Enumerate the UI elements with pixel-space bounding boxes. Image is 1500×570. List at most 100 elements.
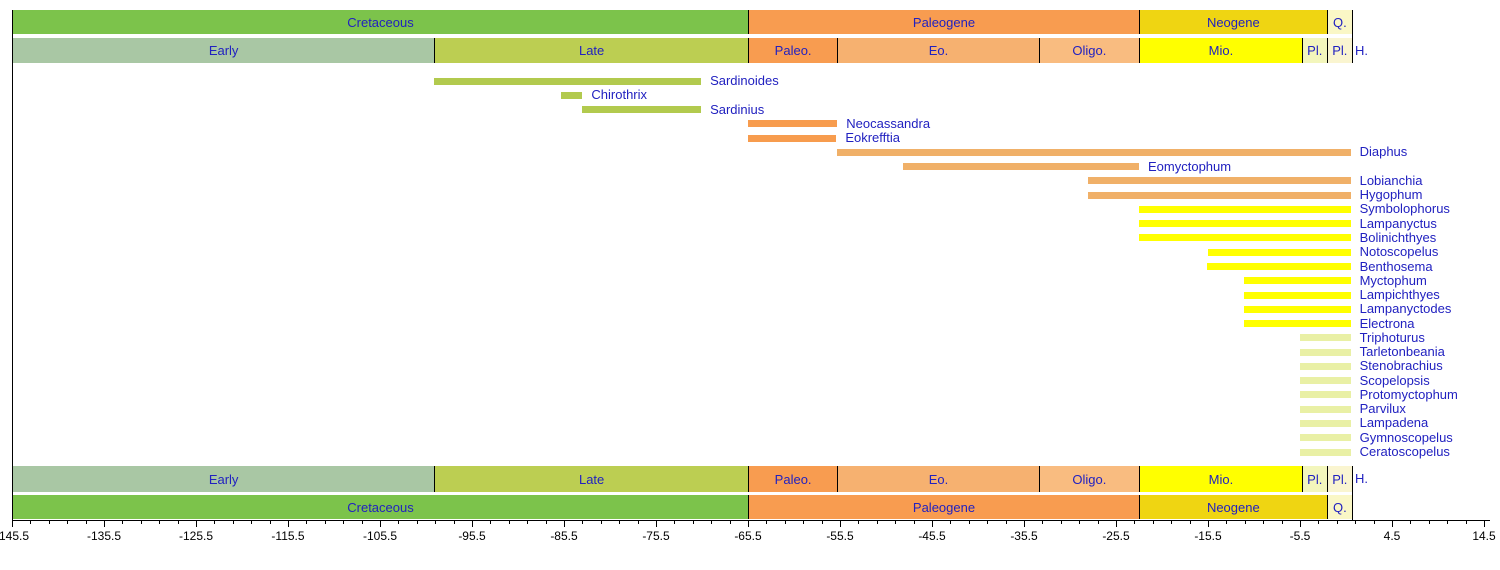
minor-tick [950,520,952,524]
minor-tick [251,520,253,524]
taxon-label: Stenobrachius [1359,358,1443,374]
taxon-label: Chirothrix [591,87,648,103]
minor-tick [508,520,510,524]
taxon-label: Sardinoides [710,73,779,88]
taxon-bar [1300,405,1351,413]
minor-tick [269,520,271,524]
minor-tick [1281,520,1283,524]
taxon-label: Hygophum [1359,187,1423,203]
taxon-bar [1139,234,1351,242]
minor-tick [711,520,713,524]
taxon-bar [748,134,837,142]
taxon-label: Neocassandra [846,115,931,131]
minor-tick [1079,520,1081,524]
minor-tick [1097,520,1099,524]
minor-tick [1152,520,1154,524]
period-segment: Neogene [1139,495,1327,519]
epoch-segment: Oligo. [1038,466,1139,492]
taxon-label: Bolinichthyes [1359,229,1437,245]
taxon-label: Symbolophorus [1359,201,1450,217]
taxon-bar [1243,320,1351,328]
taxon-label: Sardinius [710,101,765,117]
taxon-label: Scopelopsis [1359,372,1430,388]
minor-tick [858,520,860,524]
minor-tick [784,520,786,524]
right-frame-line-top [1352,10,1353,63]
minor-tick [490,520,492,524]
taxon-label: Tarletonbeania [1359,344,1445,360]
tick-label: 14.5 [1472,529,1496,543]
taxon-label: Lampanyctus [1359,215,1437,231]
minor-tick [1263,520,1265,524]
major-tick [472,520,473,527]
minor-tick [1060,520,1062,524]
taxon-label: Notoscopelus [1359,244,1439,260]
major-tick [1300,520,1301,527]
minor-tick [545,520,547,524]
period-segment: Neogene [1139,10,1327,34]
tick-label: 4.5 [1383,529,1401,543]
taxon-bar [1300,391,1351,399]
taxon-bar [1300,419,1351,427]
minor-tick [214,520,216,524]
taxon-bar [1300,448,1351,456]
taxon-bar [1300,434,1351,442]
minor-tick [177,520,179,524]
taxon-label: Lobianchia [1359,172,1423,188]
taxon-bar [1300,377,1351,385]
tick-label: -25.5 [1102,529,1130,543]
minor-tick [895,520,897,524]
taxon-bar [1300,334,1351,342]
major-tick [1024,520,1025,527]
minor-tick [582,520,584,524]
minor-tick [968,520,970,524]
minor-tick [361,520,363,524]
major-tick [1208,520,1209,527]
epoch-segment: Eo. [837,38,1039,63]
minor-tick [1428,520,1430,524]
taxon-bar [434,77,702,85]
period-segment: Q. [1326,495,1352,519]
major-tick [656,520,657,527]
epoch-segment: Eo. [837,466,1039,492]
taxon-bar [1208,248,1351,256]
minor-tick [1005,520,1007,524]
taxon-bar [1139,220,1351,228]
taxon-label: Myctophum [1359,272,1427,288]
tick-label: -75.5 [642,529,670,543]
major-tick [1392,520,1393,527]
minor-tick [1373,520,1375,524]
tick-label: -65.5 [734,529,762,543]
minor-tick [876,520,878,524]
minor-tick [1447,520,1449,524]
major-tick [196,520,197,527]
period-segment: Paleogene [748,495,1139,519]
taxon-bar [1088,177,1351,185]
taxon-bar [1207,263,1351,270]
taxon-bar [1088,191,1351,199]
minor-tick [140,520,142,524]
minor-tick [1318,520,1320,524]
epoch-segment: Pl. [1301,466,1327,492]
taxon-bar [1243,305,1351,313]
minor-tick [1189,520,1191,524]
minor-tick [67,520,69,524]
taxon-label: Lampichthyes [1359,287,1440,303]
taxon-bar [1243,277,1351,285]
epoch-segment: Oligo. [1038,38,1139,63]
holocene-label: H. [1355,42,1368,58]
minor-tick [1410,520,1412,524]
minor-tick [1226,520,1228,524]
minor-tick [435,520,437,524]
left-frame-line [12,10,13,520]
epoch-segment: Mio. [1139,466,1302,492]
epoch-segment: Pl. [1326,38,1352,63]
minor-tick [821,520,823,524]
taxon-label: Ceratoscopelus [1359,444,1450,460]
epoch-segment: Paleo. [748,466,838,492]
minor-tick [1134,520,1136,524]
taxon-bar [748,120,838,128]
taxon-label: Lampadena [1359,415,1429,431]
minor-tick [1042,520,1044,524]
